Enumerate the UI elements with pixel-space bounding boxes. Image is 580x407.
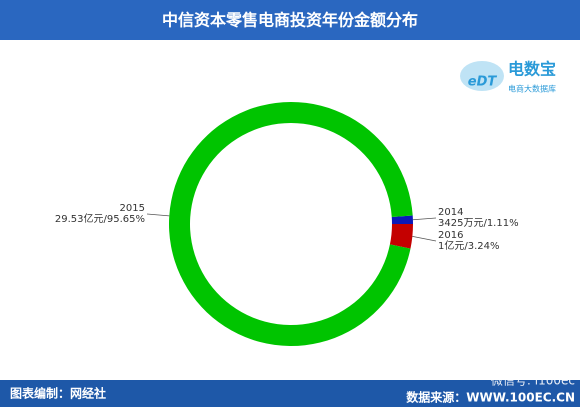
- logo-name: 电数宝: [508, 60, 556, 79]
- watermark: 微信号: i100ec: [491, 374, 575, 388]
- logo-mark: eDT: [468, 75, 498, 90]
- leader-line: [412, 217, 437, 221]
- slice-category: 2014: [438, 207, 463, 218]
- footer-right: 数据来源：WWW.100EC.CN: [406, 390, 575, 405]
- leader-line: [146, 213, 170, 217]
- chart-title: 中信资本零售电商投资年份金额分布: [162, 11, 418, 30]
- header-bar: [0, 0, 580, 40]
- donut-slice: [169, 102, 413, 347]
- logo: eDT 电数宝 电商大数据库: [460, 60, 556, 94]
- logo-cloud: [460, 61, 504, 91]
- donut-slice: [389, 224, 413, 249]
- leader-line: [412, 236, 437, 242]
- slice-category: 2016: [438, 230, 463, 241]
- slice-value-label: 1亿元/3.24%: [438, 239, 500, 252]
- logo-tagline: 电商大数据库: [508, 84, 556, 94]
- footer-bar: [0, 380, 580, 407]
- slice-value-label: 29.53亿元/95.65%: [55, 212, 145, 225]
- footer-left: 图表编制：网经社: [10, 386, 106, 401]
- slice-category: 2015: [120, 203, 145, 214]
- slice-value-label: 3425万元/1.11%: [438, 218, 519, 229]
- donut-slice: [391, 215, 413, 224]
